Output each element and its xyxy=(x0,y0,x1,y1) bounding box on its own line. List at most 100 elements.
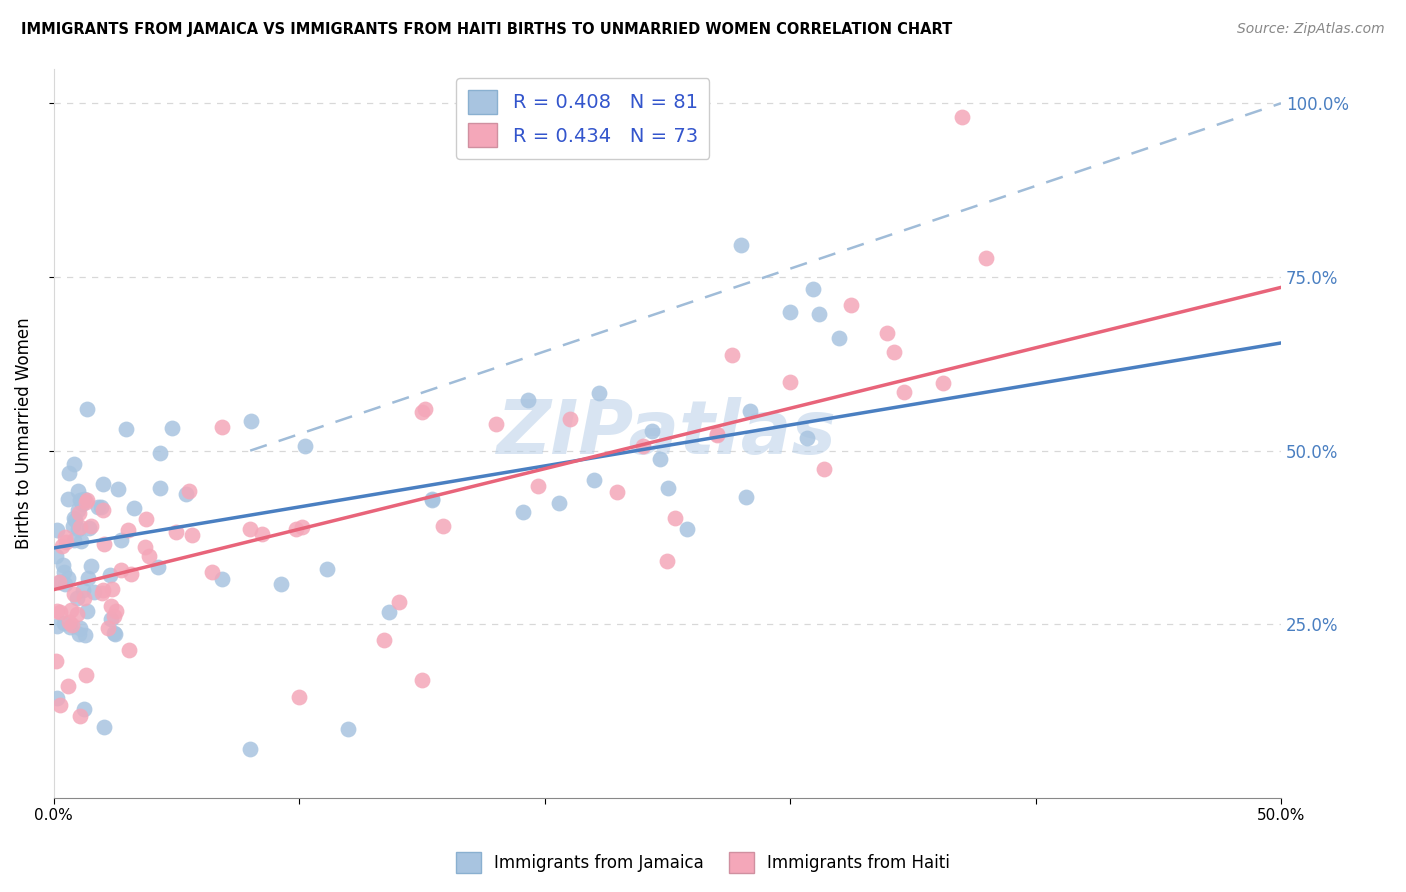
Point xyxy=(411,405,433,419)
Point xyxy=(45,523,67,537)
Y-axis label: Births to Unmarried Women: Births to Unmarried Women xyxy=(15,318,32,549)
Point xyxy=(432,519,454,533)
Point xyxy=(606,484,628,499)
Point xyxy=(66,591,89,605)
Point xyxy=(388,595,411,609)
Point xyxy=(100,599,122,614)
Point xyxy=(420,491,443,506)
Point xyxy=(950,110,973,124)
Point xyxy=(512,505,534,519)
Text: ZIPatlas: ZIPatlas xyxy=(498,397,838,470)
Point xyxy=(122,501,145,516)
Point xyxy=(49,575,72,590)
Point xyxy=(83,585,105,599)
Point xyxy=(294,439,316,453)
Point xyxy=(77,521,100,535)
Point xyxy=(118,643,141,657)
Point xyxy=(51,539,73,553)
Point xyxy=(657,554,679,568)
Point xyxy=(650,452,672,467)
Point xyxy=(250,527,273,541)
Point xyxy=(76,493,98,508)
Point xyxy=(876,326,898,341)
Legend: R = 0.408   N = 81, R = 0.434   N = 73: R = 0.408 N = 81, R = 0.434 N = 73 xyxy=(456,78,710,159)
Point xyxy=(110,533,132,547)
Point xyxy=(91,586,114,600)
Point xyxy=(148,560,170,574)
Point xyxy=(932,376,955,391)
Point xyxy=(73,591,96,605)
Point xyxy=(149,481,172,495)
Point xyxy=(91,477,114,491)
Point xyxy=(288,690,311,705)
Point xyxy=(59,620,82,634)
Point xyxy=(91,503,114,517)
Point xyxy=(56,491,79,506)
Point xyxy=(484,417,506,432)
Legend: Immigrants from Jamaica, Immigrants from Haiti: Immigrants from Jamaica, Immigrants from… xyxy=(449,846,957,880)
Point xyxy=(80,518,103,533)
Point xyxy=(270,576,292,591)
Point xyxy=(49,698,72,712)
Point xyxy=(284,521,307,535)
Point xyxy=(58,615,80,629)
Point xyxy=(76,604,98,618)
Point xyxy=(63,513,86,527)
Point xyxy=(174,487,197,501)
Point xyxy=(53,565,76,579)
Point xyxy=(411,673,433,687)
Point xyxy=(62,518,84,533)
Point xyxy=(69,492,91,507)
Point xyxy=(77,571,100,585)
Point xyxy=(201,565,224,579)
Point xyxy=(75,668,97,682)
Point xyxy=(49,605,72,619)
Point xyxy=(58,466,80,480)
Point xyxy=(179,483,201,498)
Point xyxy=(664,511,686,525)
Point xyxy=(67,503,90,517)
Point xyxy=(976,252,998,266)
Point xyxy=(527,479,550,493)
Point xyxy=(165,524,187,539)
Point xyxy=(55,535,77,549)
Point xyxy=(97,621,120,635)
Point xyxy=(883,345,905,359)
Point xyxy=(373,633,395,648)
Point xyxy=(67,506,90,520)
Point xyxy=(72,582,94,597)
Point xyxy=(657,481,679,495)
Point xyxy=(181,527,204,541)
Point xyxy=(239,522,262,536)
Point xyxy=(67,627,90,641)
Point xyxy=(706,428,728,442)
Point xyxy=(839,297,862,311)
Point xyxy=(53,530,76,544)
Point xyxy=(90,500,112,514)
Point xyxy=(160,421,183,435)
Point xyxy=(110,563,132,577)
Point xyxy=(48,574,70,589)
Point xyxy=(91,582,114,597)
Point xyxy=(103,626,125,640)
Point xyxy=(138,549,160,563)
Point xyxy=(211,420,233,434)
Point xyxy=(135,512,157,526)
Point xyxy=(73,628,96,642)
Point xyxy=(114,422,136,436)
Point xyxy=(63,458,86,472)
Point xyxy=(55,577,77,591)
Point xyxy=(779,375,801,389)
Point xyxy=(291,520,314,534)
Point xyxy=(93,720,115,734)
Point xyxy=(66,522,89,536)
Point xyxy=(62,586,84,600)
Point xyxy=(52,616,75,631)
Point xyxy=(105,604,128,618)
Point xyxy=(641,425,664,439)
Point xyxy=(134,541,156,555)
Point xyxy=(63,533,86,548)
Point xyxy=(893,384,915,399)
Point xyxy=(45,549,67,563)
Point xyxy=(316,562,339,576)
